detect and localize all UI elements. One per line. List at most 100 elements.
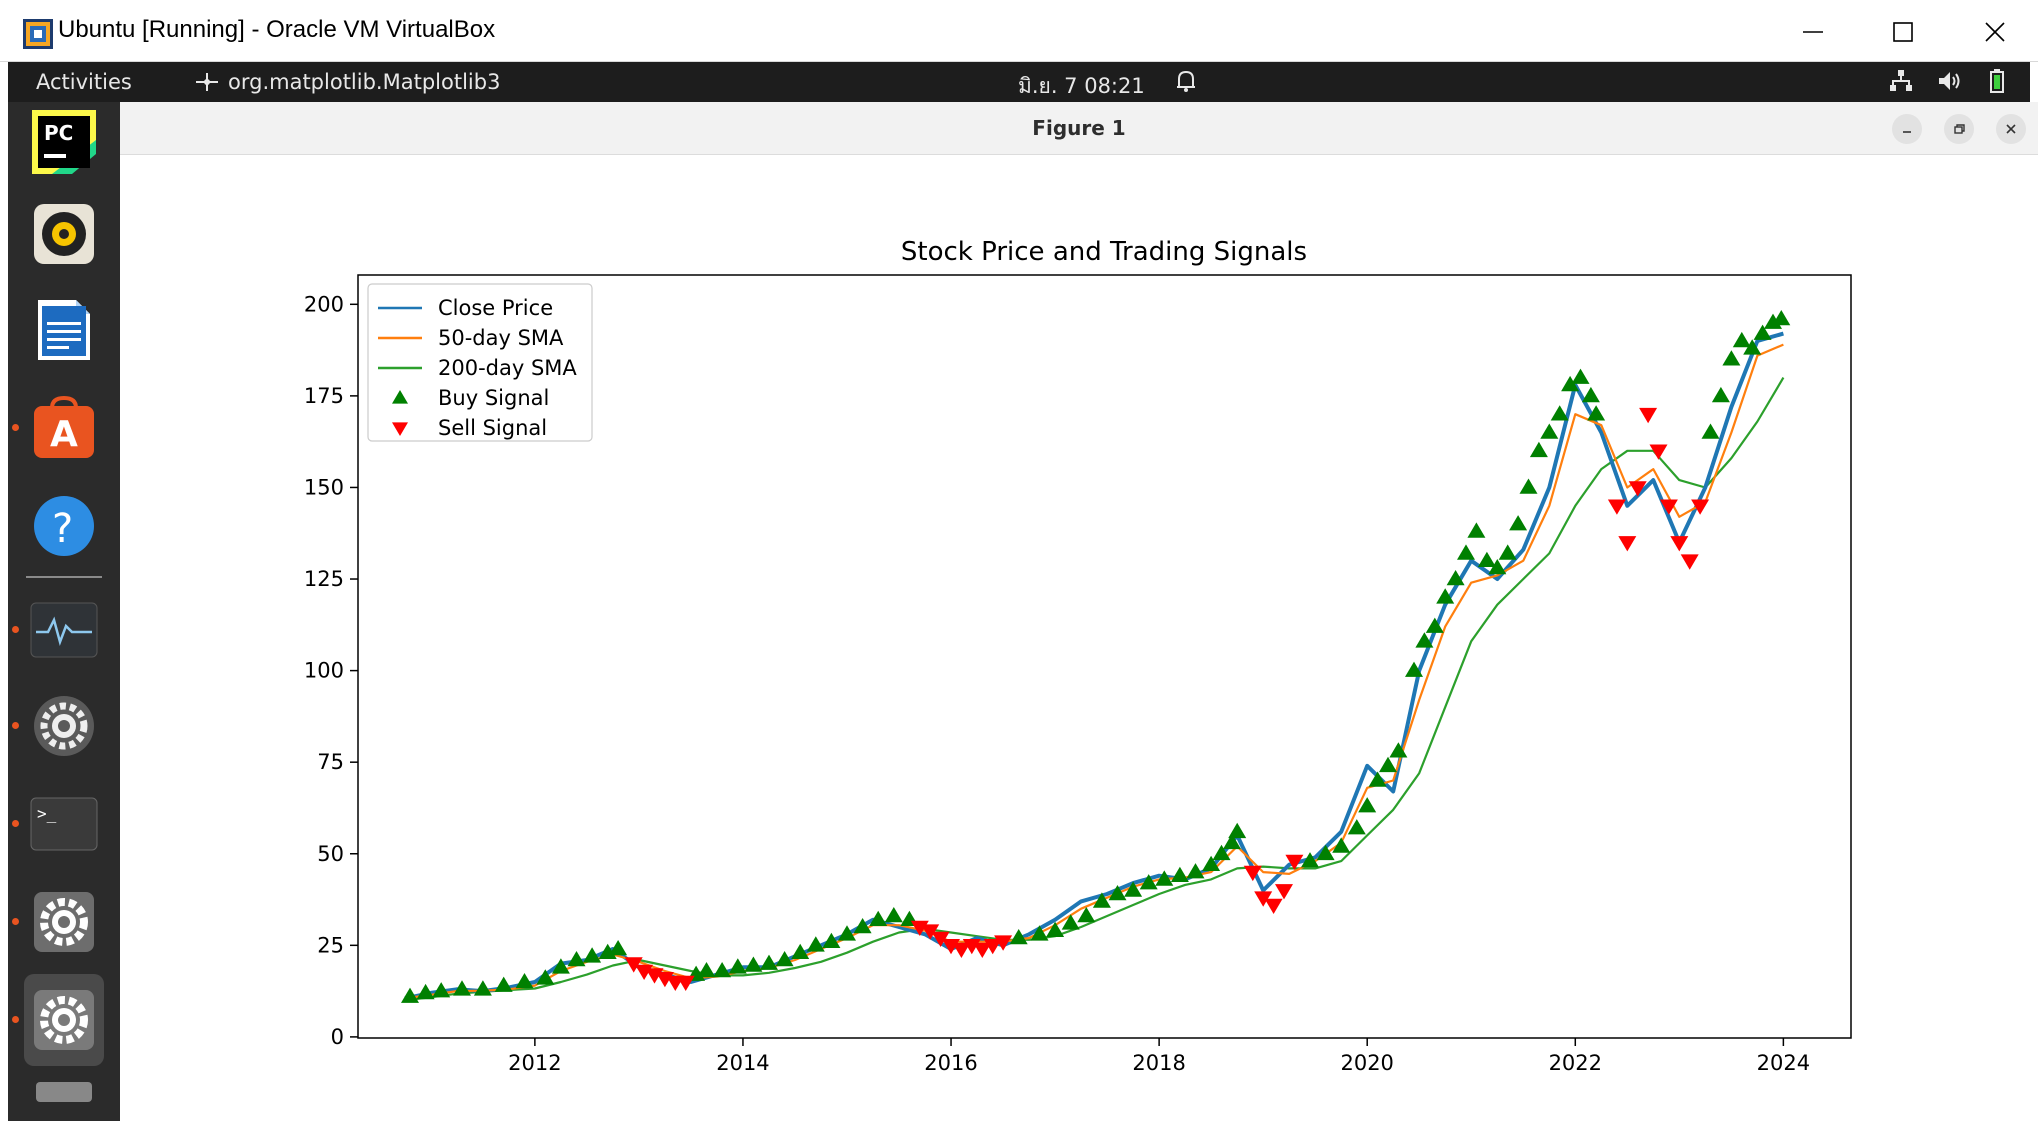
- sell-signal-marker: [931, 931, 950, 947]
- dock-terminal[interactable]: >_: [24, 784, 104, 864]
- dock-show-apps[interactable]: [24, 1078, 104, 1118]
- figure-titlebar: Figure 1: [120, 102, 2038, 155]
- buy-signal-marker: [1581, 386, 1600, 403]
- dock-rhythmbox[interactable]: [24, 194, 104, 274]
- ubuntu-dock: PC A ?: [8, 102, 120, 1121]
- buy-signal-marker: [791, 943, 810, 959]
- running-indicator: [12, 1016, 19, 1023]
- sell-signal-marker: [1639, 407, 1658, 424]
- buy-signal-marker: [1358, 797, 1377, 813]
- buy-signal-marker: [1139, 874, 1158, 890]
- buy-signal-marker: [1301, 852, 1319, 868]
- buy-signal-marker: [416, 983, 435, 1000]
- gear-icon: [34, 990, 94, 1050]
- sell-signal-marker: [1243, 865, 1262, 882]
- host-maximize-button[interactable]: [1868, 8, 1938, 56]
- figure-restore-button[interactable]: [1944, 114, 1974, 144]
- clock[interactable]: มิ.ย. 7 08:21: [1018, 74, 1145, 98]
- x-tick-label: 2012: [508, 1051, 561, 1075]
- sell-signal-marker: [1607, 499, 1626, 515]
- dock-settings-a[interactable]: [24, 686, 104, 766]
- sell-signal-marker: [1691, 499, 1710, 515]
- x-tick-label: 2022: [1549, 1051, 1602, 1075]
- dock-pycharm[interactable]: PC: [24, 102, 104, 182]
- buy-signal-marker: [1186, 863, 1205, 879]
- buy-signal-marker: [1405, 661, 1423, 677]
- y-tick-label: 100: [304, 659, 344, 683]
- figure-minimize-button[interactable]: [1892, 114, 1922, 144]
- legend-label: Close Price: [438, 296, 553, 320]
- buy-signal-marker: [1743, 339, 1762, 355]
- legend-swatch: [392, 390, 408, 404]
- figure-window: Figure 1 Stock Price and Trading Signals…: [120, 102, 2038, 1121]
- dock-settings-c[interactable]: [24, 974, 104, 1066]
- running-indicator: [12, 722, 19, 729]
- legend-label: Buy Signal: [438, 386, 549, 410]
- buy-signal-marker: [1488, 559, 1507, 575]
- buy-signal-marker: [1347, 819, 1366, 835]
- x-tick-label: 2018: [1132, 1051, 1185, 1075]
- y-tick-label: 175: [304, 384, 344, 408]
- system-tray[interactable]: [1888, 68, 2010, 94]
- buy-signal-marker: [1711, 386, 1730, 403]
- plot-area: [401, 310, 1791, 1003]
- app-menu[interactable]: org.matplotlib.Matplotlib3: [194, 70, 500, 94]
- sell-signal-marker: [1275, 884, 1293, 900]
- y-tick-label: 125: [304, 567, 344, 591]
- buy-signal-marker: [822, 932, 841, 948]
- buy-signal-marker: [1046, 921, 1065, 937]
- software-store-icon: A: [34, 396, 94, 458]
- restore-icon: [1954, 124, 1965, 134]
- volume-icon: [1939, 72, 1960, 90]
- y-tick-label: 50: [317, 842, 344, 866]
- buy-signal-marker: [853, 918, 872, 934]
- buy-signal-marker: [1155, 870, 1174, 886]
- activities-button[interactable]: Activities: [36, 70, 132, 94]
- buy-signal-marker: [1092, 892, 1111, 908]
- buy-signal-marker: [1124, 881, 1143, 897]
- app-network-icon: [196, 73, 218, 91]
- buy-signal-marker: [744, 956, 763, 972]
- buy-signal-marker: [515, 973, 534, 989]
- buy-signal-marker: [728, 958, 747, 974]
- buy-signal-marker: [401, 987, 419, 1003]
- virtualbox-icon: [23, 19, 53, 49]
- host-close-button[interactable]: [1960, 8, 2030, 56]
- dock-help[interactable]: ?: [24, 486, 104, 566]
- buy-signal-marker: [1540, 423, 1559, 439]
- buy-signal-marker: [1223, 833, 1241, 850]
- buy-signal-marker: [473, 980, 492, 996]
- buy-signal-marker: [1509, 515, 1528, 531]
- dock-writer[interactable]: [24, 290, 104, 370]
- figure-close-button[interactable]: [1996, 114, 2026, 144]
- buy-signal-marker: [567, 951, 586, 967]
- x-tick-label: 2016: [924, 1051, 977, 1075]
- buy-signal-marker: [1550, 405, 1569, 421]
- sell-signal-marker: [1670, 536, 1689, 552]
- network-icon: [1890, 70, 1912, 91]
- buy-signal-marker: [1202, 855, 1221, 871]
- sell-signal-marker: [1254, 891, 1273, 907]
- y-tick-label: 200: [304, 292, 344, 316]
- buy-signal-marker: [884, 907, 903, 923]
- buy-signal-marker: [1389, 742, 1408, 758]
- dock-software[interactable]: A: [24, 388, 104, 468]
- buy-signal-marker: [760, 954, 778, 970]
- buy-signal-marker: [697, 962, 716, 978]
- sell-signal-marker: [1618, 536, 1637, 552]
- buy-signal-marker: [1753, 324, 1772, 340]
- dock-system-monitor[interactable]: [24, 590, 104, 670]
- minimize-icon: [1903, 131, 1911, 133]
- host-window-titlebar: Ubuntu [Running] - Oracle VM VirtualBox: [0, 0, 2038, 62]
- legend-swatch: [392, 422, 408, 436]
- legend-label: Sell Signal: [438, 416, 547, 440]
- host-minimize-button[interactable]: [1778, 8, 1848, 56]
- running-indicator: [12, 820, 19, 827]
- buy-signal-marker: [1561, 375, 1580, 392]
- minimize-icon: [1803, 31, 1823, 33]
- dock-settings-b[interactable]: [24, 882, 104, 962]
- y-tick-label: 25: [317, 933, 344, 957]
- help-icon: ?: [34, 496, 94, 556]
- close-icon: [1985, 22, 2005, 42]
- buy-signal-marker: [1077, 907, 1096, 923]
